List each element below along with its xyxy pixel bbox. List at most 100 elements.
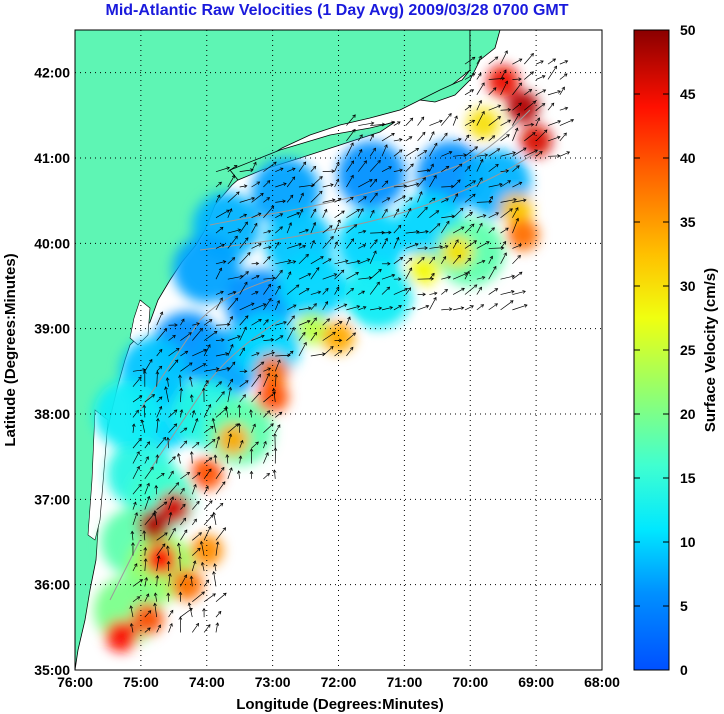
velocity-arrow — [239, 326, 247, 341]
velocity-arrowhead — [218, 267, 223, 272]
velocity-arrow — [441, 276, 451, 280]
velocity-arrow — [286, 327, 295, 341]
velocity-arrow — [405, 307, 416, 311]
velocity-arrow — [263, 277, 276, 280]
velocity-arrowhead — [228, 433, 233, 437]
velocity-arrowhead — [302, 161, 307, 166]
velocity-arrowhead — [388, 230, 392, 235]
x-axis-label: Longitude (Degrees:Minutes) — [236, 696, 444, 713]
velocity-arrowhead — [265, 319, 269, 323]
x-tick-label: 71:00 — [386, 674, 422, 690]
colorbar-tick-label: 0 — [680, 662, 688, 678]
velocity-arrowhead — [217, 610, 222, 615]
velocity-arrowhead — [458, 137, 462, 142]
velocity-arrowhead — [415, 147, 420, 152]
velocity-arrow — [143, 530, 146, 541]
velocity-arrowhead — [146, 441, 151, 445]
figure-title: Mid-Atlantic Raw Velocities (1 Day Avg) … — [106, 2, 569, 19]
velocity-arrow — [500, 80, 508, 96]
velocity-arrow — [191, 501, 200, 510]
velocity-arrow — [168, 623, 173, 633]
velocity-arrow — [215, 527, 226, 541]
velocity-arrow — [239, 302, 255, 311]
velocity-arrowhead — [254, 222, 258, 227]
velocity-arrowhead — [170, 496, 175, 500]
velocity-arrow — [191, 451, 193, 464]
velocity-arrow — [156, 501, 167, 510]
velocity-arrowhead — [177, 452, 181, 457]
velocity-arrowhead — [471, 56, 476, 61]
velocity-arrow — [215, 611, 222, 618]
velocity-arrowhead — [532, 100, 537, 105]
velocity-arrow — [263, 373, 270, 387]
velocity-arrowhead — [237, 422, 242, 427]
velocity-arrowhead — [330, 183, 334, 187]
velocity-arrowhead — [235, 423, 239, 427]
velocity-arrow — [452, 239, 459, 249]
velocity-arrowhead — [509, 208, 513, 212]
velocity-arrow — [144, 359, 153, 372]
velocity-arrow — [417, 191, 423, 203]
velocity-arrow — [452, 193, 458, 203]
velocity-arrowhead — [279, 269, 283, 274]
velocity-arrow — [322, 170, 335, 173]
velocity-arrowhead — [305, 288, 310, 292]
velocity-arrowhead — [470, 305, 474, 309]
velocity-arrow — [488, 105, 501, 111]
velocity-arrowhead — [272, 276, 276, 280]
velocity-arrow — [535, 103, 545, 111]
velocity-arrowhead — [378, 306, 383, 311]
velocity-arrowhead — [410, 163, 414, 168]
velocity-arrow — [168, 348, 180, 357]
velocity-arrowhead — [308, 306, 312, 311]
velocity-arrowhead — [172, 527, 176, 532]
velocity-arrow — [190, 576, 193, 587]
velocity-arrow — [322, 236, 334, 249]
velocity-arrowhead — [399, 168, 403, 173]
velocity-arrowhead — [201, 591, 205, 595]
velocity-cell-high — [408, 252, 441, 285]
velocity-arrowhead — [570, 118, 575, 123]
velocity-arrowhead — [189, 451, 194, 455]
velocity-arrowhead — [463, 153, 467, 157]
velocity-arrow — [251, 223, 258, 234]
velocity-arrow — [203, 624, 211, 633]
velocity-arrow — [227, 191, 240, 203]
velocity-arrowhead — [518, 77, 522, 82]
velocity-arrow — [524, 71, 534, 80]
x-axis-ticks: 76:00 75:00 74:00 73:00 72:00 71:00 70:00 69:00… — [57, 674, 620, 690]
velocity-arrowhead — [221, 391, 225, 395]
velocity-arrowhead — [431, 197, 436, 202]
velocity-arrowhead — [271, 351, 275, 355]
velocity-arrow — [334, 321, 343, 326]
velocity-arrowhead — [273, 161, 277, 166]
velocity-arrowhead — [352, 128, 356, 133]
velocity-arrowhead — [257, 373, 261, 378]
velocity-arrow — [154, 510, 158, 525]
velocity-arrow — [381, 121, 395, 126]
velocity-arrow — [559, 151, 570, 157]
velocity-arrowhead — [444, 288, 448, 293]
velocity-arrowhead — [370, 121, 375, 126]
velocity-cell-high — [144, 543, 177, 576]
velocity-arrowhead — [207, 525, 212, 530]
velocity-arrowhead — [474, 146, 479, 150]
velocity-arrow — [263, 452, 269, 464]
velocity-arrowhead — [222, 527, 226, 531]
velocity-arrowhead — [384, 237, 388, 242]
velocity-arrow — [500, 69, 507, 80]
velocity-arrow — [500, 300, 514, 311]
velocity-arrowhead — [229, 467, 233, 471]
velocity-arrowhead — [439, 245, 443, 249]
velocity-arrowhead — [460, 306, 465, 310]
velocity-arrow — [167, 437, 169, 449]
velocity-arrowhead — [138, 483, 142, 488]
velocity-arrow — [143, 405, 146, 418]
velocity-arrow — [476, 287, 482, 295]
velocity-arrowhead — [455, 239, 459, 243]
velocity-arrow — [334, 210, 345, 219]
velocity-arrowhead — [431, 256, 436, 261]
velocity-arrow — [512, 271, 523, 280]
velocity-arrow — [191, 394, 193, 403]
